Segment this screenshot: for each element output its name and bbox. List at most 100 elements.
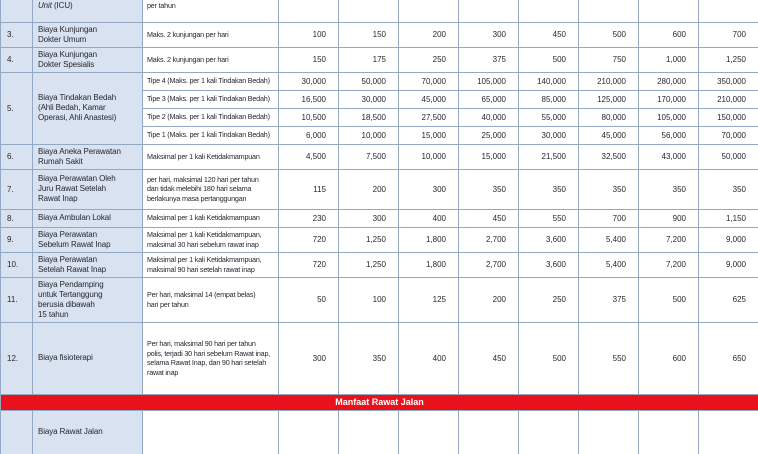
benefit-value: 80,000 — [579, 108, 639, 126]
row-number: 4. — [1, 47, 33, 72]
benefit-value: 500 — [519, 47, 579, 72]
benefit-value: 21,500 — [519, 144, 579, 169]
benefit-value: 105,000 — [639, 108, 699, 126]
benefit-value: 56,000 — [639, 126, 699, 144]
row-number — [1, 410, 33, 454]
benefit-value: 550 — [519, 209, 579, 227]
row-number: 8. — [1, 209, 33, 227]
benefit-value: 1,250 — [699, 47, 758, 72]
benefit-value: 450 — [459, 209, 519, 227]
benefit-value: 300 — [459, 22, 519, 47]
benefit-value: 45,000 — [579, 126, 639, 144]
benefit-value: 27,500 — [399, 108, 459, 126]
benefit-value: 30,000 — [279, 72, 339, 90]
benefit-value: 300 — [339, 209, 399, 227]
benefit-value: 55,000 — [519, 108, 579, 126]
benefit-desc: per tahun — [143, 0, 279, 22]
benefit-value: 900 — [639, 209, 699, 227]
table-bottom-section: Manfaat Rawat Jalan Biaya Rawat Jalan — [1, 394, 758, 454]
benefit-value: 100 — [279, 22, 339, 47]
benefit-value: 200 — [399, 22, 459, 47]
benefit-desc: Tipe 4 (Maks. per 1 kali Tindakan Bedah) — [143, 72, 279, 90]
benefit-value: 65,000 — [459, 90, 519, 108]
benefit-value: 230 — [279, 209, 339, 227]
benefit-value — [459, 0, 519, 22]
benefit-value: 1,250 — [339, 252, 399, 277]
section-banner: Manfaat Rawat Jalan — [1, 394, 758, 410]
benefit-value: 7,200 — [639, 252, 699, 277]
benefit-value: 720 — [279, 227, 339, 252]
benefit-value: 700 — [699, 22, 758, 47]
benefit-value: 170,000 — [639, 90, 699, 108]
row-number — [1, 0, 33, 22]
benefit-value: 30,000 — [339, 90, 399, 108]
benefit-value: 350 — [519, 169, 579, 209]
benefit-value: 1,800 — [399, 227, 459, 252]
benefit-value: 85,000 — [519, 90, 579, 108]
benefit-value: 15,000 — [459, 144, 519, 169]
benefit-value: 150 — [339, 22, 399, 47]
benefit-value — [699, 410, 758, 454]
benefit-value: 43,000 — [639, 144, 699, 169]
table-row: 5.Biaya Tindakan Bedah (Ahli Bedah, Kama… — [1, 72, 758, 90]
benefit-desc: Tipe 2 (Maks. per 1 kali Tindakan Bedah) — [143, 108, 279, 126]
benefit-value: 500 — [579, 22, 639, 47]
benefit-value — [399, 0, 459, 22]
benefit-value — [579, 410, 639, 454]
benefit-value: 500 — [639, 277, 699, 322]
benefit-value: 50 — [279, 277, 339, 322]
benefit-value: 15,000 — [399, 126, 459, 144]
benefit-value: 9,000 — [699, 252, 758, 277]
benefit-name: Biaya Perawatan Oleh Juru Rawat Setelah … — [33, 169, 143, 209]
benefit-value: 375 — [579, 277, 639, 322]
benefit-value — [339, 410, 399, 454]
section-banner-row: Manfaat Rawat Jalan — [1, 394, 758, 410]
table-row: 11.Biaya Pendamping untuk Tertanggung be… — [1, 277, 758, 322]
benefit-value: 1,800 — [399, 252, 459, 277]
benefit-value: 7,500 — [339, 144, 399, 169]
benefit-value: 140,000 — [519, 72, 579, 90]
benefit-value: 200 — [459, 277, 519, 322]
benefit-value: 32,500 — [579, 144, 639, 169]
benefit-value: 3,600 — [519, 227, 579, 252]
benefit-value: 16,500 — [279, 90, 339, 108]
benefit-value: 1,150 — [699, 209, 758, 227]
benefit-desc: Maksimal per 1 kali Ketidakmampuan, maks… — [143, 227, 279, 252]
benefit-value: 115 — [279, 169, 339, 209]
benefit-value — [339, 0, 399, 22]
benefit-value — [459, 410, 519, 454]
benefit-value: 625 — [699, 277, 758, 322]
benefit-value: 125 — [399, 277, 459, 322]
benefit-desc: Per hari, maksimal 14 (empat belas) hari… — [143, 277, 279, 322]
benefit-value: 300 — [279, 322, 339, 394]
benefit-value: 150,000 — [699, 108, 758, 126]
benefit-desc: Tipe 1 (Maks. per 1 kali Tindakan Bedah) — [143, 126, 279, 144]
benefit-value: 350,000 — [699, 72, 758, 90]
benefit-value: 100 — [339, 277, 399, 322]
benefit-name-rest: (ICU) — [54, 1, 73, 10]
benefit-value — [519, 0, 579, 22]
benefit-value: 400 — [399, 209, 459, 227]
benefit-value: 1,250 — [339, 227, 399, 252]
benefit-value: 700 — [579, 209, 639, 227]
benefit-value — [279, 410, 339, 454]
benefit-value: 9,000 — [699, 227, 758, 252]
benefit-desc: Per hari, maksimal 90 hari per tahun pol… — [143, 322, 279, 394]
benefit-value: 450 — [459, 322, 519, 394]
benefit-value: 3,600 — [519, 252, 579, 277]
row-number: 9. — [1, 227, 33, 252]
benefit-value — [579, 0, 639, 22]
benefit-desc: per hari, maksimal 120 hari per tahun da… — [143, 169, 279, 209]
benefit-value: 125,000 — [579, 90, 639, 108]
benefit-name: Biaya fisioterapi — [33, 322, 143, 394]
benefit-name: Biaya Aneka Perawatan Rumah Sakit — [33, 144, 143, 169]
benefit-desc — [143, 410, 279, 454]
benefit-value: 200 — [339, 169, 399, 209]
benefit-value: 600 — [639, 22, 699, 47]
benefit-value: 450 — [519, 22, 579, 47]
